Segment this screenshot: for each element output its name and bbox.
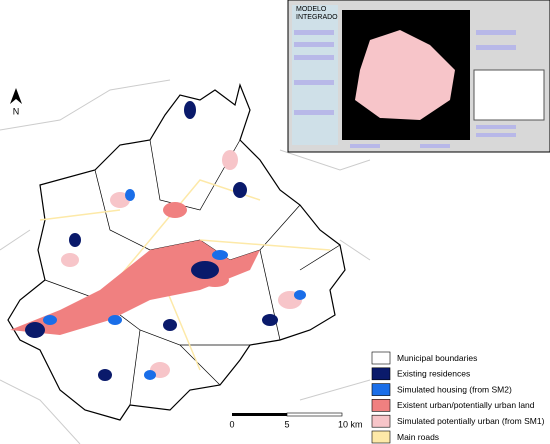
inset-title: MODELO — [296, 6, 327, 13]
main-roads — [39, 179, 331, 371]
neighbour-boundaries — [0, 79, 371, 444]
scale-bar-segment — [286, 412, 343, 417]
legend-label: Existent urban/potentially urban land — [397, 400, 535, 410]
scale-bar-segment — [232, 413, 287, 416]
legend-label: Main roads — [397, 432, 439, 442]
inset-left-panel — [292, 5, 338, 145]
scale-label: 5 — [284, 419, 289, 429]
legend-label: Simulated potentially urban (from SM1) — [397, 416, 545, 426]
north-arrow — [10, 88, 22, 104]
inset-map — [355, 30, 455, 120]
simulated-housing — [43, 189, 306, 380]
legend-swatch — [371, 383, 391, 396]
legend-swatch — [371, 367, 391, 381]
legend-label: Simulated housing (from SM2) — [397, 384, 512, 394]
legend-swatch — [371, 399, 391, 412]
scale-bar: 0 5 10 km — [229, 419, 362, 429]
legend-swatch — [371, 414, 391, 428]
legend-swatch — [371, 430, 391, 444]
inset-chart — [473, 69, 545, 121]
legend: Municipal boundaries Existing residences S… — [371, 351, 545, 444]
legend-label: Municipal boundaries — [397, 353, 477, 363]
north-label: N — [13, 106, 20, 116]
inset-screenshot: MODELO INTEGRADO — [287, 0, 550, 153]
legend-label: Existing residences — [397, 369, 470, 379]
scale-label: 0 — [229, 419, 234, 429]
inset-buttons — [294, 30, 516, 148]
scale-label: 10 km — [338, 419, 363, 429]
inset-title: INTEGRADO — [296, 14, 338, 21]
existing-residences — [25, 101, 278, 381]
legend-swatch — [371, 351, 391, 365]
